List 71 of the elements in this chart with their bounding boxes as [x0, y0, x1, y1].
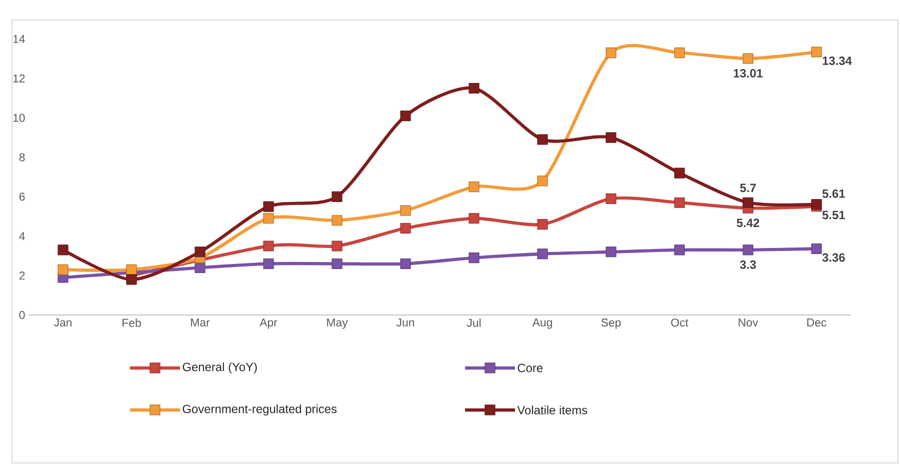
point — [400, 258, 411, 270]
point — [606, 193, 616, 204]
y-tick-label: 4 — [19, 232, 25, 240]
point — [468, 213, 480, 224]
point — [537, 134, 548, 145]
point — [58, 244, 68, 256]
point — [332, 240, 342, 252]
y-tick-label: 2 — [19, 272, 25, 280]
x-tick-label: Apr — [260, 318, 278, 329]
data-label: 5.42 — [736, 218, 760, 228]
legend-label: Government-regulated prices — [182, 404, 337, 416]
point — [537, 176, 548, 186]
x-tick-label: Sep — [601, 318, 621, 329]
point — [674, 197, 685, 208]
legend-label: Volatile items — [517, 406, 588, 414]
point — [537, 248, 548, 260]
y-tick-label: 10 — [13, 114, 25, 122]
data-label: 5.61 — [822, 189, 845, 198]
data-label: 13.34 — [822, 56, 852, 65]
point — [606, 132, 616, 143]
point — [674, 168, 685, 178]
point — [194, 262, 206, 273]
x-tick-label: Aug — [532, 318, 552, 329]
data-label: 5.7 — [740, 184, 756, 192]
data-label: 3.36 — [822, 253, 845, 262]
x-tick-label: Jun — [396, 318, 414, 326]
point — [400, 110, 411, 122]
x-tick-label: Oct — [671, 318, 688, 327]
point — [400, 205, 411, 216]
y-tick-label: 6 — [19, 192, 25, 201]
point — [537, 219, 548, 230]
x-tick-label: Jan — [54, 318, 72, 326]
point — [263, 213, 274, 224]
legend-label: Core — [518, 364, 543, 372]
x-tick-label: Mar — [191, 318, 210, 326]
point — [468, 252, 480, 264]
point — [606, 246, 616, 258]
point — [263, 258, 274, 270]
point — [194, 246, 206, 258]
y-tick-label: 12 — [13, 74, 25, 82]
point — [468, 82, 480, 94]
point — [58, 264, 68, 275]
data-label: 5.51 — [822, 210, 845, 220]
y-tick-label: 8 — [19, 153, 25, 162]
legend-label: General (YoY) — [182, 362, 257, 374]
data-label: 3.3 — [740, 260, 756, 269]
x-tick-label: Dec — [807, 318, 826, 326]
point — [400, 222, 411, 234]
x-tick-label: Jul — [466, 318, 481, 327]
point — [606, 48, 616, 58]
x-tick-label: May — [327, 318, 348, 329]
point — [332, 215, 342, 226]
point — [674, 244, 685, 256]
point — [742, 197, 754, 208]
y-tick-label: 0 — [19, 310, 25, 320]
x-tick-label: Nov — [738, 318, 758, 326]
point — [742, 244, 754, 256]
point — [674, 48, 685, 58]
point — [263, 240, 274, 252]
point — [742, 53, 754, 64]
point — [332, 258, 342, 270]
y-tick-label: 14 — [13, 35, 25, 43]
point — [811, 46, 822, 58]
point — [332, 191, 342, 202]
point — [468, 182, 480, 192]
point — [263, 201, 274, 212]
point — [126, 264, 137, 275]
x-tick-label: Feb — [122, 318, 141, 327]
data-label: 13.01 — [734, 69, 763, 78]
point — [811, 243, 822, 254]
point — [126, 274, 137, 285]
